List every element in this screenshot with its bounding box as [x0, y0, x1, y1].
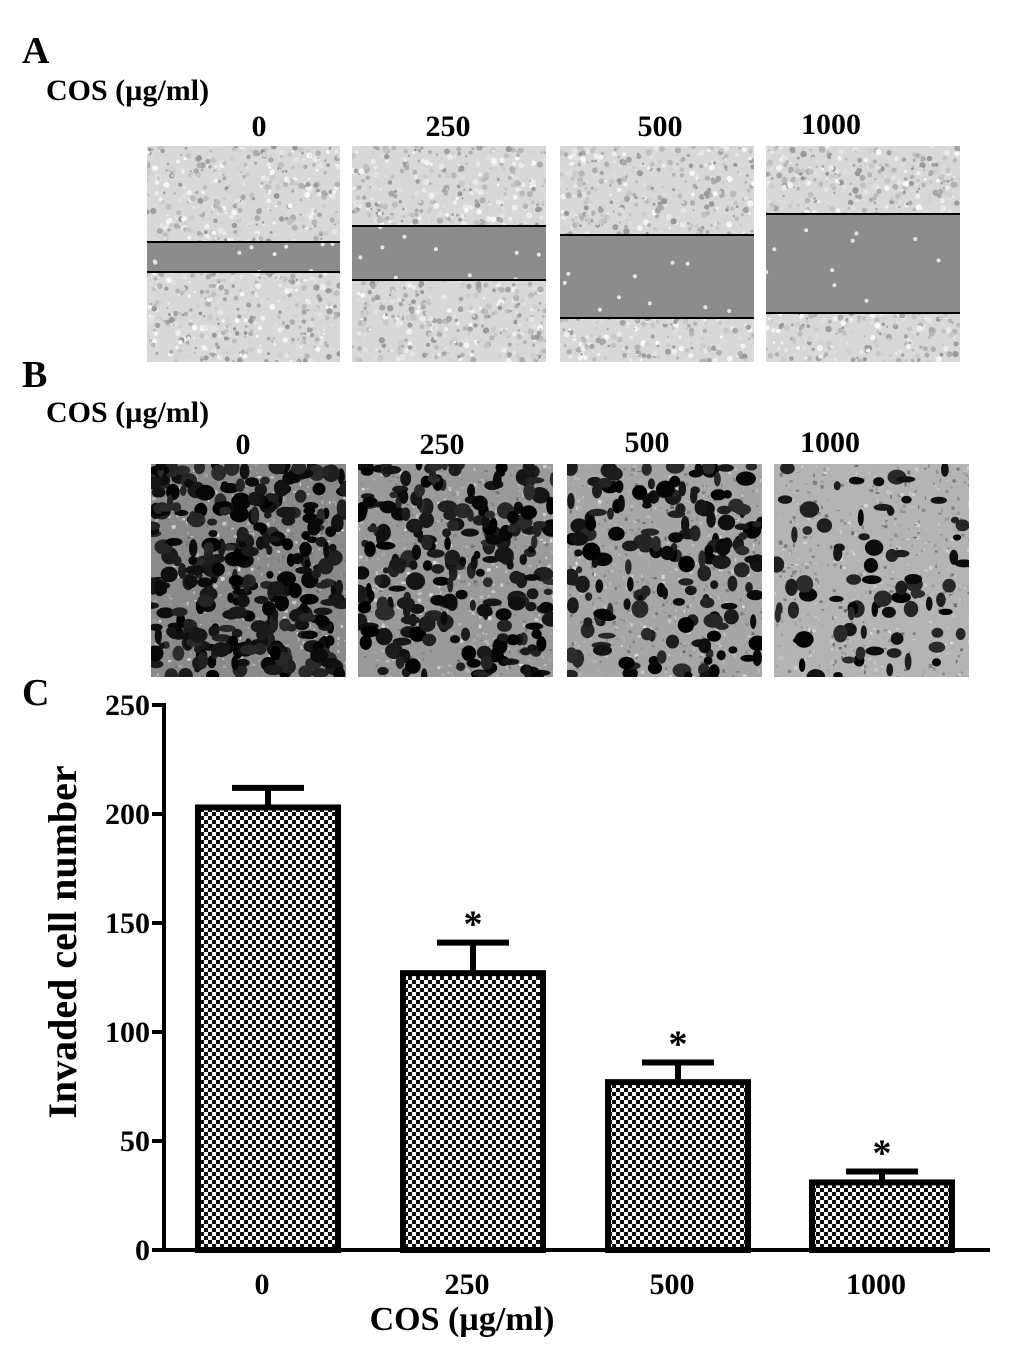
y-tick-label-150: 150 [105, 907, 150, 940]
y-tick-label-250: 250 [105, 689, 150, 722]
invasion-image-500 [567, 464, 762, 677]
x-tick-label-0: 0 [255, 1268, 270, 1301]
x-tick-label-500: 500 [650, 1268, 695, 1301]
panel-a-dose-0: 0 [251, 110, 267, 143]
x-axis-title: COS (µg/ml) [370, 1301, 555, 1338]
y-axis-title: Invaded cell number [40, 765, 85, 1118]
panel-a-dose-500: 500 [637, 110, 683, 143]
wound-image-0 [147, 146, 340, 362]
panel-b-letter: B [22, 354, 48, 396]
panel-a-condition-label: COS (µg/ml) [46, 74, 210, 107]
panel-b-dose-500: 500 [624, 426, 670, 459]
panel-b-dose-250: 250 [419, 428, 465, 461]
y-tick-label-200: 200 [105, 798, 150, 831]
invasion-image-250 [358, 464, 553, 677]
y-tick-label-0: 0 [135, 1234, 150, 1267]
wound-image-1000 [766, 146, 960, 362]
x-tick-label-1000: 1000 [846, 1268, 906, 1301]
panel-b-condition-label: COS (µg/ml) [46, 396, 210, 429]
wound-image-500 [560, 146, 754, 362]
bar-250 [400, 970, 546, 1253]
y-tick-label-100: 100 [105, 1016, 150, 1049]
bar-0 [195, 804, 341, 1254]
bar-500 [605, 1079, 751, 1254]
y-tick-label-50: 50 [120, 1125, 150, 1158]
panel-b-dose-0: 0 [235, 428, 251, 461]
significance-mark-250: * [464, 904, 483, 946]
panel-a-dose-250: 250 [425, 110, 471, 143]
significance-mark-1000: * [873, 1133, 892, 1175]
panel-a-dose-1000: 1000 [801, 108, 861, 141]
x-tick-label-250: 250 [445, 1268, 490, 1301]
significance-mark-500: * [669, 1024, 688, 1066]
panel-a-letter: A [22, 30, 50, 72]
invasion-image-1000 [774, 464, 969, 677]
panel-b-dose-1000: 1000 [800, 426, 860, 459]
panel-c-letter: C [22, 672, 50, 714]
bar-1000 [809, 1179, 955, 1254]
invasion-image-0 [151, 464, 346, 677]
wound-image-250 [352, 146, 546, 362]
